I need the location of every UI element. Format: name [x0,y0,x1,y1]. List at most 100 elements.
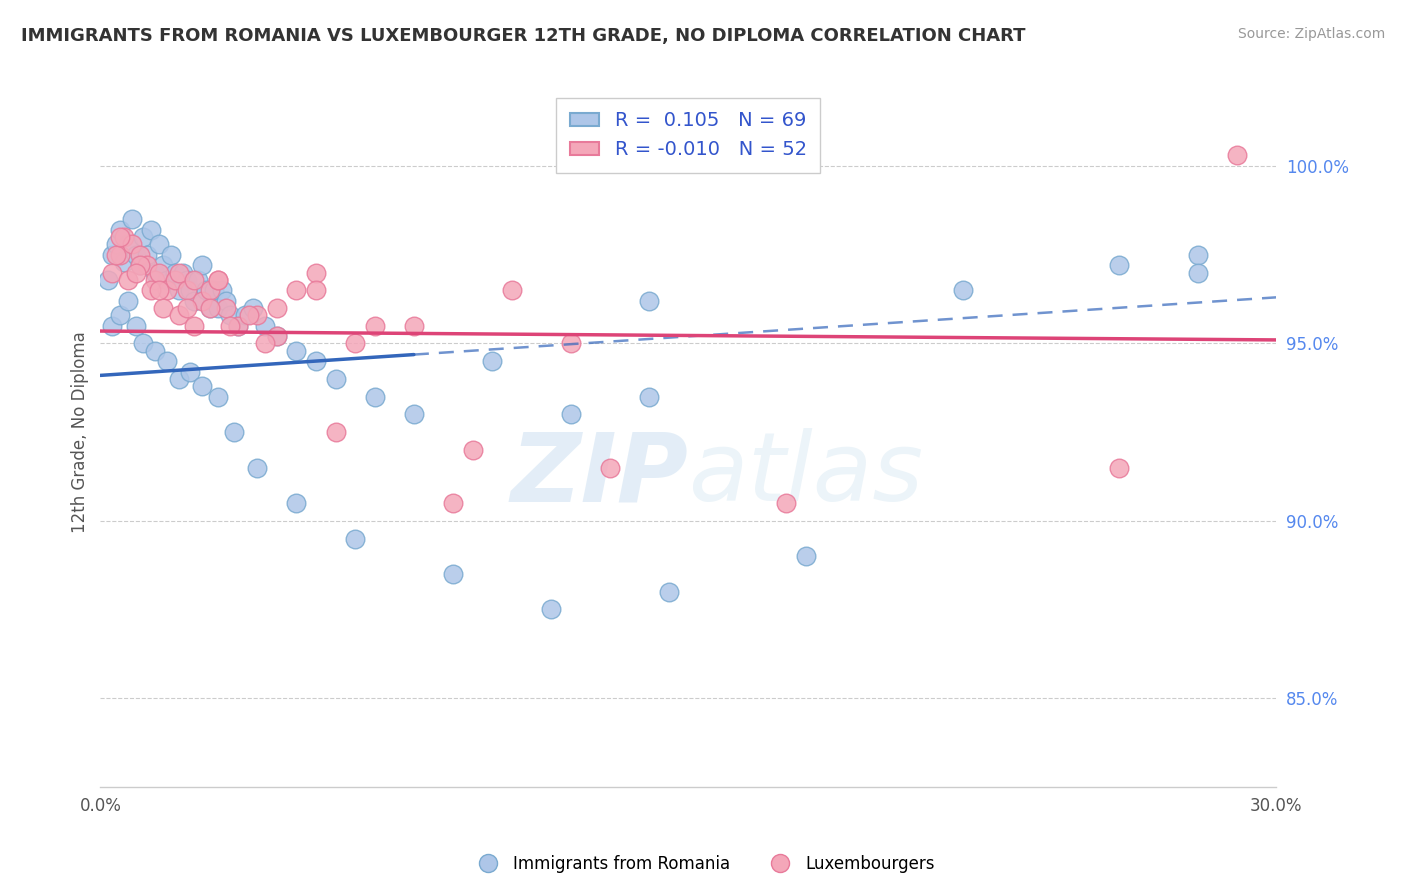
Point [117,237,139,252]
Point [187,272,209,286]
Point [112,230,135,244]
Point [148,283,170,297]
Point [101,318,124,333]
Point [1108,259,1130,273]
Point [658,584,681,599]
Legend: Immigrants from Romania, Luxembourgers: Immigrants from Romania, Luxembourgers [465,848,941,880]
Point [132,230,155,244]
Point [101,248,124,262]
Point [266,329,288,343]
Point [152,259,174,273]
Point [167,266,190,280]
Point [305,283,328,297]
Text: IMMIGRANTS FROM ROMANIA VS LUXEMBOURGER 12TH GRADE, NO DIPLOMA CORRELATION CHART: IMMIGRANTS FROM ROMANIA VS LUXEMBOURGER … [21,27,1025,45]
Point [285,496,308,510]
Point [108,223,131,237]
Point [238,308,260,322]
Text: ZIP: ZIP [510,428,688,521]
Point [952,283,974,297]
Point [117,293,139,308]
Point [242,301,264,315]
Point [176,283,198,297]
Point [207,301,229,315]
Point [285,343,308,358]
Point [121,237,143,252]
Point [211,283,233,297]
Point [402,318,425,333]
Point [560,408,582,422]
Point [105,248,128,262]
Point [1226,148,1249,162]
Point [226,318,249,333]
Point [183,293,205,308]
Point [461,442,484,457]
Point [156,283,179,297]
Point [363,318,385,333]
Point [215,301,238,315]
Point [141,223,163,237]
Point [246,308,269,322]
Point [222,425,245,439]
Point [124,248,146,262]
Point [344,336,367,351]
Point [207,390,229,404]
Point [198,283,221,297]
Point [202,283,225,297]
Point [344,532,367,546]
Point [253,318,276,333]
Point [167,372,190,386]
Point [152,301,174,315]
Point [136,259,159,273]
Point [1187,248,1209,262]
Point [540,602,562,616]
Point [481,354,503,368]
Point [183,318,205,333]
Point [163,266,186,280]
Point [163,272,186,286]
Point [101,266,124,280]
Point [215,293,238,308]
Point [599,460,621,475]
Point [108,248,131,262]
Point [285,283,308,297]
Point [105,237,128,252]
Point [128,259,150,273]
Point [124,318,146,333]
Point [560,336,582,351]
Point [179,365,201,379]
Point [794,549,817,564]
Point [207,272,229,286]
Point [121,212,143,227]
Point [160,248,183,262]
Point [253,336,276,351]
Point [305,266,328,280]
Point [176,301,198,315]
Point [325,425,347,439]
Point [266,301,288,315]
Point [179,283,201,297]
Point [441,567,464,582]
Point [167,308,190,322]
Point [183,272,205,286]
Point [132,336,155,351]
Point [305,354,328,368]
Point [1187,266,1209,280]
Point [218,308,240,322]
Point [143,266,166,280]
Point [638,293,661,308]
Y-axis label: 12th Grade, No Diploma: 12th Grade, No Diploma [72,331,89,533]
Point [172,266,194,280]
Point [128,248,150,262]
Point [363,390,385,404]
Point [128,259,150,273]
Point [191,259,214,273]
Point [136,248,159,262]
Point [176,272,198,286]
Point [148,266,170,280]
Point [775,496,797,510]
Point [266,329,288,343]
Point [112,255,135,269]
Point [226,318,249,333]
Point [156,354,179,368]
Text: atlas: atlas [688,428,924,521]
